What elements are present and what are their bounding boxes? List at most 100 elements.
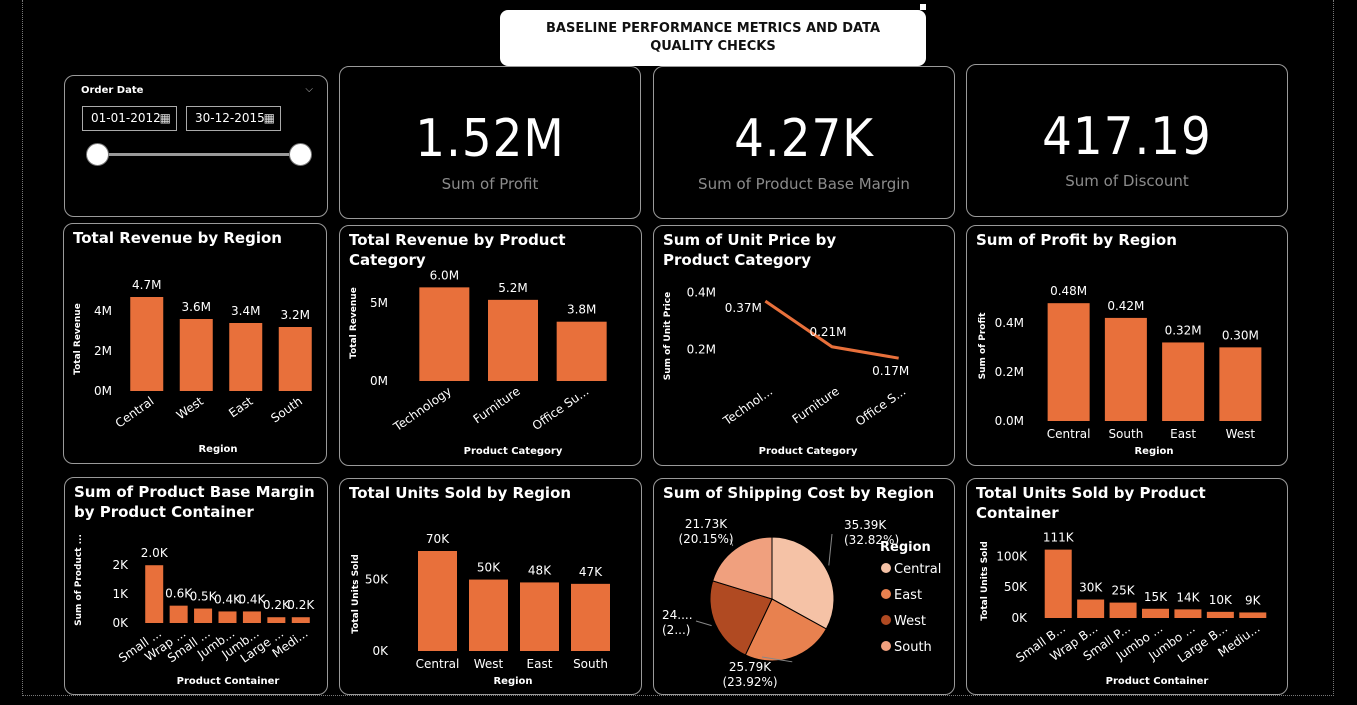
- x-axis-label: Product Category: [464, 446, 563, 457]
- bar: [145, 565, 164, 623]
- bar: [488, 299, 538, 381]
- y-tick-label: 0K: [112, 616, 129, 630]
- y-tick-label: 50K: [1004, 580, 1028, 594]
- data-label: 14K: [1176, 590, 1200, 604]
- data-label: 3.6M: [182, 300, 211, 314]
- kpi-value: 4.27K: [734, 109, 874, 169]
- x-tick-label: Central: [1047, 427, 1091, 441]
- data-label: 10K: [1209, 593, 1233, 607]
- bar: [194, 608, 213, 623]
- pie-slice: [744, 598, 827, 662]
- chart-card-revenue-by-category[interactable]: Total Revenue by Product Category 0M 5M To…: [339, 225, 642, 466]
- start-date-handle[interactable]: [86, 143, 109, 166]
- y-axis-label: Sum of Unit Price: [663, 292, 673, 380]
- y-tick-label: 0.4M: [687, 286, 716, 300]
- end-date-handle[interactable]: [289, 143, 312, 166]
- x-axis-label: Product Category: [759, 446, 858, 457]
- chevron-down-icon[interactable]: ⌵: [305, 84, 313, 95]
- bar: [1047, 303, 1090, 421]
- order-date-slicer: Order Date ⌵ 01-01-2012 ▦ 30-12-2015 ▦: [64, 75, 328, 217]
- x-axis-label: Product Container: [177, 676, 280, 687]
- leader-line: [695, 620, 712, 627]
- date-range-track[interactable]: [97, 153, 301, 156]
- end-date-value: 30-12-2015: [195, 111, 265, 125]
- x-tick-label: Central: [113, 394, 157, 431]
- data-label: 47K: [579, 565, 603, 579]
- data-label: 0.48M: [1050, 284, 1087, 298]
- chart-title: Total Revenue by Product Category: [349, 231, 566, 269]
- data-label: 0.37M: [725, 301, 762, 315]
- y-axis-label: Sum of Profit: [978, 312, 988, 380]
- chart-card-profit-by-region[interactable]: Sum of Profit by Region 0.0M 0.2M 0.4M Sum …: [966, 225, 1288, 466]
- y-tick-label: 100K: [996, 549, 1028, 563]
- kpi-card-base-margin: 4.27K Sum of Product Base Margin: [653, 66, 955, 219]
- x-tick-label: Technology: [390, 384, 454, 435]
- x-tick-label: South: [1108, 427, 1143, 441]
- chart-card-units-by-region[interactable]: Total Units Sold by Region 0K 50K Total Un…: [339, 478, 642, 695]
- bar: [218, 611, 237, 623]
- x-tick-label: West: [474, 657, 504, 671]
- y-tick-label: 0.0M: [995, 414, 1024, 428]
- y-tick-label: 0.2M: [995, 365, 1024, 379]
- calendar-icon[interactable]: ▦: [263, 111, 275, 125]
- x-tick-label: West: [1226, 427, 1256, 441]
- slicer-title: Order Date: [81, 85, 144, 96]
- units-by-container-chart: 0K 50K 100K Total Units Sold Product Contain…: [980, 531, 1267, 687]
- y-tick-label: 2K: [112, 558, 129, 572]
- x-tick-label: South: [573, 657, 608, 671]
- start-date-input[interactable]: 01-01-2012 ▦: [82, 106, 177, 131]
- x-tick-label: East: [1170, 427, 1196, 441]
- data-label: 25K: [1112, 584, 1136, 598]
- bar: [179, 319, 213, 391]
- legend-entry: East: [894, 588, 922, 603]
- chart-card-revenue-by-region[interactable]: Total Revenue by Region 0M 2M 4M Total Reve…: [63, 223, 327, 464]
- y-tick-label: 0M: [370, 374, 388, 388]
- data-label: 0.2K: [287, 598, 315, 612]
- data-label: 35.39K (32.82%): [844, 518, 899, 547]
- x-axis-label: Product Container: [1106, 676, 1209, 687]
- data-label: 0.30M: [1222, 328, 1259, 342]
- chart-card-unit-price-by-category[interactable]: Sum of Unit Price by Product Category 0.…: [653, 225, 955, 466]
- y-tick-label: 0.4M: [995, 316, 1024, 330]
- bar: [418, 551, 457, 651]
- data-label: 0.4K: [214, 592, 242, 606]
- bar: [1044, 549, 1072, 618]
- y-tick-label: 2M: [94, 344, 112, 358]
- bar: [130, 297, 164, 391]
- legend-title: Region: [880, 540, 931, 555]
- y-tick-label: 4M: [94, 304, 112, 318]
- series-line: [764, 299, 899, 360]
- revenue-by-region-chart: 0M 2M 4M Total Revenue Region 4.7M 3.6M 3.4M 3.2…: [73, 278, 312, 455]
- kpi-value: 417.19: [1042, 107, 1212, 167]
- kpi-card-discount: 417.19 Sum of Discount: [966, 64, 1288, 217]
- bar: [1162, 342, 1205, 421]
- bar: [1077, 599, 1105, 618]
- x-tick-label: Office S...: [853, 384, 908, 429]
- profit-by-region-chart: 0.0M 0.2M 0.4M Sum of Profit Region 0.48M 0.42…: [978, 284, 1262, 457]
- data-label: 2.0K: [141, 546, 169, 560]
- margin-by-container-chart: 0K 1K 2K Sum of Product ... Product Containe…: [74, 534, 315, 687]
- data-label: 3.8M: [567, 303, 596, 317]
- chart-card-units-by-container[interactable]: Total Units Sold by Product Container 0K…: [966, 478, 1288, 695]
- calendar-icon[interactable]: ▦: [159, 111, 171, 125]
- chart-card-shipping-by-region[interactable]: Sum of Shipping Cost by Region 35.39K (32…: [653, 478, 955, 695]
- y-axis-label: Total Revenue: [73, 303, 83, 375]
- legend-entry: Central: [894, 562, 941, 577]
- legend-marker: [881, 589, 891, 599]
- chart-title: Sum of Product Base Margin by Product Co…: [74, 483, 315, 521]
- data-label: 0.42M: [1107, 299, 1144, 313]
- data-label: 5.2M: [498, 281, 527, 295]
- units-by-region-chart: 0K 50K Total Units Sold Region 70K 50K 48K 47K C…: [351, 532, 610, 687]
- data-label: 70K: [426, 532, 450, 546]
- bar: [556, 321, 607, 381]
- bar: [1104, 317, 1147, 421]
- y-tick-label: 5M: [370, 296, 388, 310]
- page-title: BASELINE PERFORMANCE METRICS AND DATA QU…: [500, 4, 926, 66]
- chart-card-margin-by-container[interactable]: Sum of Product Base Margin by Product Co…: [64, 477, 328, 695]
- data-label: 3.2M: [281, 308, 310, 322]
- end-date-input[interactable]: 30-12-2015 ▦: [186, 106, 281, 131]
- data-label: 0.32M: [1165, 323, 1202, 337]
- y-tick-label: 1K: [112, 587, 129, 601]
- pie-slice: [712, 536, 773, 600]
- bar: [571, 583, 610, 651]
